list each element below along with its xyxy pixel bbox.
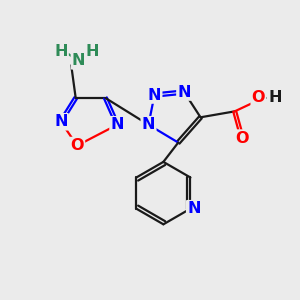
Text: N: N <box>72 53 86 68</box>
Text: H: H <box>85 44 99 59</box>
Text: N: N <box>148 88 161 103</box>
Text: O: O <box>70 138 84 153</box>
Text: N: N <box>142 117 155 132</box>
Text: H: H <box>54 44 68 59</box>
Text: H: H <box>268 91 282 106</box>
Text: N: N <box>54 114 68 129</box>
Text: N: N <box>187 201 201 216</box>
Text: N: N <box>177 85 191 100</box>
Text: O: O <box>236 130 249 146</box>
Text: N: N <box>111 117 124 132</box>
Text: O: O <box>252 91 265 106</box>
